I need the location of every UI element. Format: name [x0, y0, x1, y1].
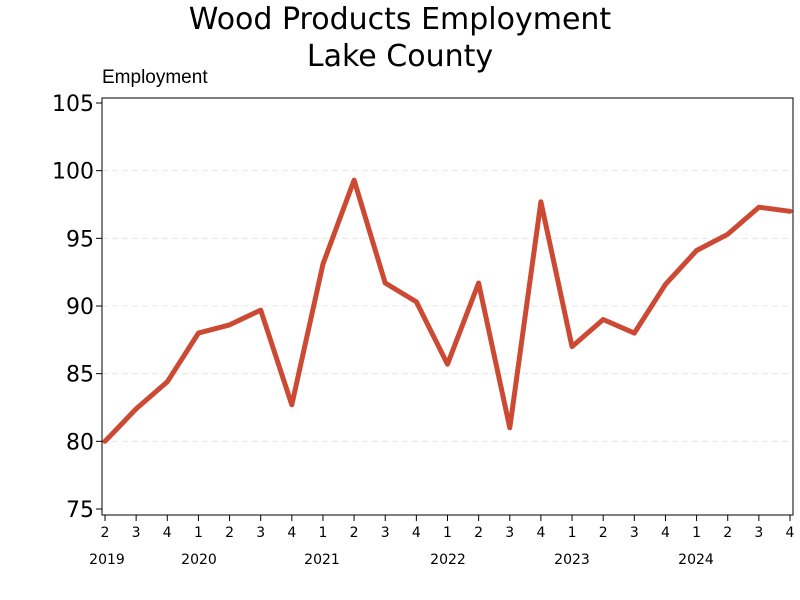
y-tick-label: 80: [66, 430, 94, 455]
year-label: 2022: [430, 552, 466, 568]
x-tick-label: 3: [256, 525, 265, 541]
year-label: 2020: [181, 552, 217, 568]
x-tick-label: 4: [786, 525, 795, 541]
year-label: 2021: [304, 552, 340, 568]
series-layer: [102, 177, 793, 444]
x-tick-label: 4: [412, 525, 421, 541]
y-tick-label: 100: [52, 160, 94, 185]
year-label: 2023: [554, 552, 590, 568]
x-tick-label: 3: [132, 525, 141, 541]
y-tick-label: 90: [66, 295, 94, 320]
y-axis-ticks: 75 80 85 90 95 100 105: [52, 92, 102, 523]
plot-frame: [101, 97, 794, 516]
x-tick-label: 2: [101, 525, 110, 541]
x-tick-label: 3: [630, 525, 639, 541]
x-tick-label: 2: [474, 525, 483, 541]
y-axis-label: Employment: [102, 67, 208, 88]
x-tick-label: 4: [536, 525, 545, 541]
gridlines: [102, 170, 793, 442]
x-tick-label: 2: [599, 525, 608, 541]
x-tick-label: 4: [163, 525, 172, 541]
x-tick-label: 2: [350, 525, 359, 541]
x-tick-label: 3: [754, 525, 763, 541]
series-line: [102, 177, 793, 444]
x-tick-label: 1: [692, 525, 701, 541]
x-tick-label: 1: [194, 525, 203, 541]
x-tick-label: 3: [505, 525, 514, 541]
y-tick-label: 105: [52, 92, 94, 117]
chart-subtitle: Lake County: [306, 39, 494, 74]
y-tick-label: 95: [66, 227, 94, 252]
year-label: 2019: [89, 552, 125, 568]
x-tick-label: 1: [443, 525, 452, 541]
year-label: 2024: [678, 552, 714, 568]
x-tick-label: 4: [287, 525, 296, 541]
x-tick-label: 2: [723, 525, 732, 541]
year-labels: 2019 2020 2021 2022 2023 2024: [89, 552, 714, 568]
x-tick-label: 1: [568, 525, 577, 541]
x-tick-label: 1: [318, 525, 327, 541]
x-tick-label: 3: [381, 525, 390, 541]
y-tick-label: 75: [66, 498, 94, 523]
x-tick-label: 4: [661, 525, 670, 541]
x-tick-label: 2: [225, 525, 234, 541]
y-tick-label: 85: [66, 363, 94, 388]
chart-title: Wood Products Employment: [188, 2, 612, 37]
x-axis-ticks: 2 3 4 1 2 3 4 1 2 3 4 1 2 3 4 1 2 3 4 1 2 3 4: [101, 515, 795, 541]
